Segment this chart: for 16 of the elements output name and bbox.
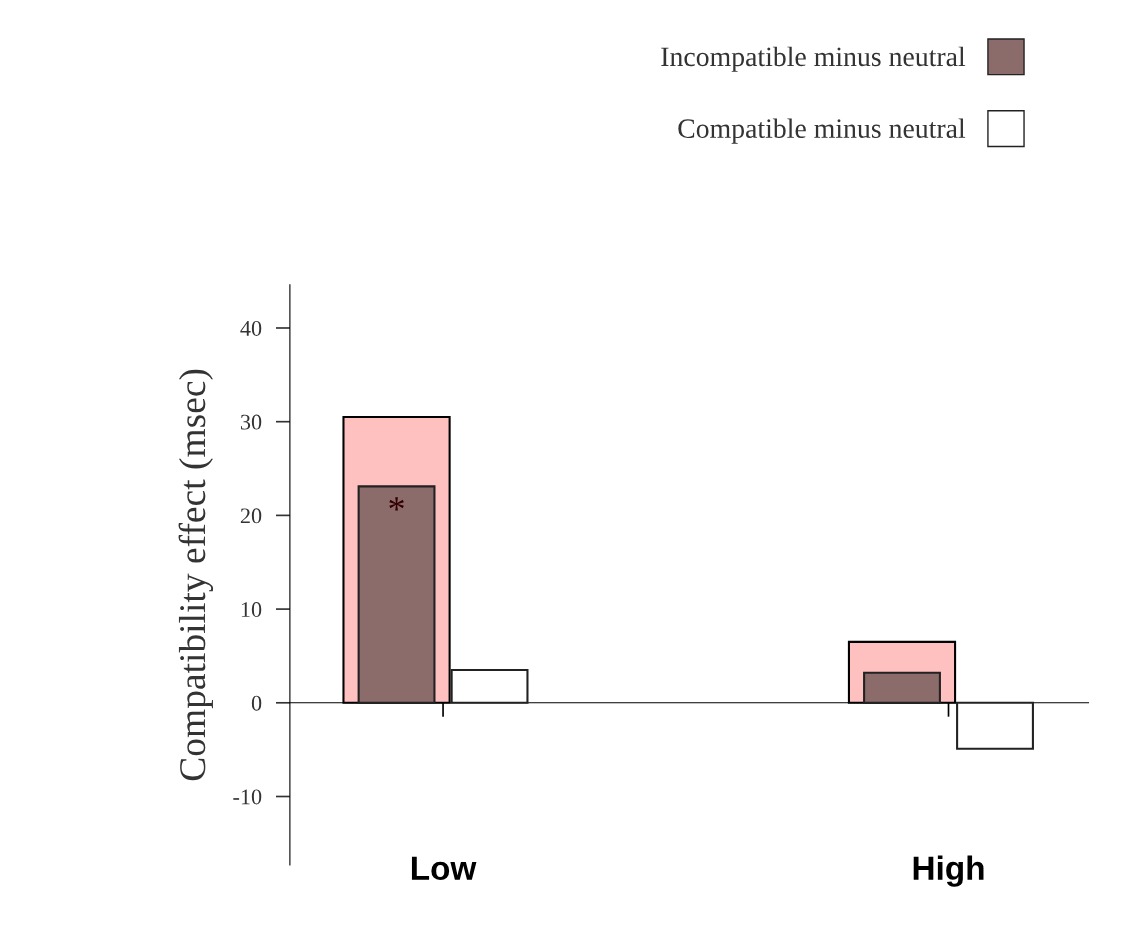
bar (956, 701, 1034, 750)
y-tick-label: 30 (240, 414, 262, 430)
y-tick-label: 0 (251, 695, 262, 711)
x-tick-label: High (913, 855, 984, 887)
y-axis-title: Compatibility effect (msec) (178, 369, 214, 781)
bar (863, 671, 941, 704)
legend-label: Compatible minus neutral (678, 118, 966, 144)
bar (357, 485, 436, 704)
x-tick-label: Low (411, 856, 477, 881)
annotation: * (389, 497, 404, 511)
y-tick-label: -10 (233, 789, 262, 805)
y-tick-label: 20 (240, 508, 262, 524)
bar (450, 668, 529, 704)
y-tick-label: 10 (241, 602, 262, 618)
y-tick-label: 40 (240, 320, 262, 336)
legend-label: Incompatible minus neutral (661, 46, 966, 72)
